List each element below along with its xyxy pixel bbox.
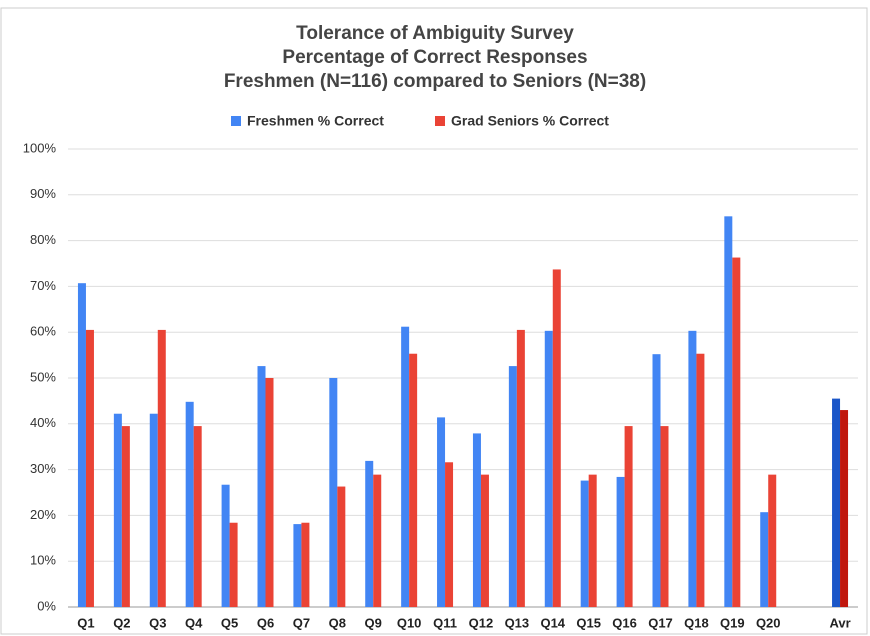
bar	[85, 329, 94, 607]
x-tick-label: Q5	[221, 615, 238, 630]
legend-label: Grad Seniors % Correct	[451, 113, 609, 129]
bar	[580, 480, 589, 607]
chart-frame	[0, 7, 868, 635]
bar	[113, 413, 122, 607]
bar	[760, 512, 769, 607]
x-tick-label: Q19	[720, 615, 745, 630]
x-tick-label: Q17	[648, 615, 673, 630]
x-tick-label: Q15	[576, 615, 601, 630]
x-tick-label: Avr	[829, 615, 850, 630]
bar	[732, 257, 741, 607]
y-tick-label: 70%	[30, 278, 56, 293]
x-tick-label: Q7	[293, 615, 310, 630]
bar	[329, 378, 338, 607]
chart-title: Tolerance of Ambiguity Survey	[296, 23, 574, 44]
x-tick-label: Q9	[365, 615, 382, 630]
bar	[293, 524, 302, 607]
bar	[401, 326, 410, 607]
y-tick-label: 20%	[30, 507, 56, 522]
bar	[257, 366, 266, 607]
bar	[445, 462, 454, 607]
x-tick-label: Q3	[149, 615, 166, 630]
bar	[157, 329, 166, 607]
bar	[301, 522, 310, 607]
bar	[508, 366, 517, 607]
x-tick-label: Q2	[113, 615, 130, 630]
x-tick-label: Q20	[756, 615, 781, 630]
legend-swatch	[435, 116, 445, 126]
x-tick-label: Q18	[684, 615, 709, 630]
y-tick-label: 30%	[30, 461, 56, 476]
x-tick-label: Q8	[329, 615, 346, 630]
y-tick-label: 80%	[30, 232, 56, 247]
bar	[229, 522, 238, 607]
y-tick-label: 50%	[30, 369, 56, 384]
x-tick-label: Q13	[505, 615, 530, 630]
legend-label: Freshmen % Correct	[247, 113, 384, 129]
bar	[77, 283, 86, 607]
bar	[652, 354, 661, 607]
bar	[544, 330, 553, 607]
x-tick-label: Q6	[257, 615, 274, 630]
x-tick-label: Q1	[77, 615, 94, 630]
bar	[193, 426, 202, 607]
y-tick-label: 60%	[30, 324, 56, 339]
bar	[480, 474, 489, 607]
bar	[840, 410, 849, 607]
bar	[516, 329, 525, 607]
bar	[437, 417, 446, 607]
bar	[373, 474, 382, 607]
y-tick-label: 10%	[30, 553, 56, 568]
x-tick-label: Q4	[185, 615, 203, 630]
bar	[696, 353, 705, 607]
y-tick-label: 90%	[30, 186, 56, 201]
bar	[409, 353, 418, 607]
legend-swatch	[231, 116, 241, 126]
bar	[724, 216, 733, 608]
x-tick-label: Q10	[397, 615, 422, 630]
x-tick-label: Q12	[469, 615, 494, 630]
bar	[149, 413, 158, 607]
bar	[616, 476, 625, 607]
bar	[588, 474, 597, 607]
bar	[365, 460, 374, 607]
chart-subtitle: Percentage of Correct Responses	[282, 47, 587, 68]
bar	[265, 378, 274, 607]
bar	[688, 330, 697, 607]
bar	[337, 486, 346, 607]
bar	[552, 269, 561, 607]
bar	[472, 433, 481, 607]
bar	[185, 401, 194, 607]
bar	[624, 426, 633, 607]
bar	[832, 398, 841, 607]
bar	[221, 484, 230, 607]
bar	[768, 474, 777, 607]
bar	[121, 426, 130, 607]
y-tick-label: 100%	[23, 140, 57, 155]
y-tick-label: 0%	[37, 598, 56, 613]
x-tick-label: Q11	[433, 615, 457, 630]
x-tick-label: Q16	[612, 615, 637, 630]
chart-subtitle: Freshmen (N=116) compared to Seniors (N=…	[224, 71, 646, 92]
bar	[660, 426, 669, 607]
y-tick-label: 40%	[30, 415, 56, 430]
x-tick-label: Q14	[540, 615, 565, 630]
